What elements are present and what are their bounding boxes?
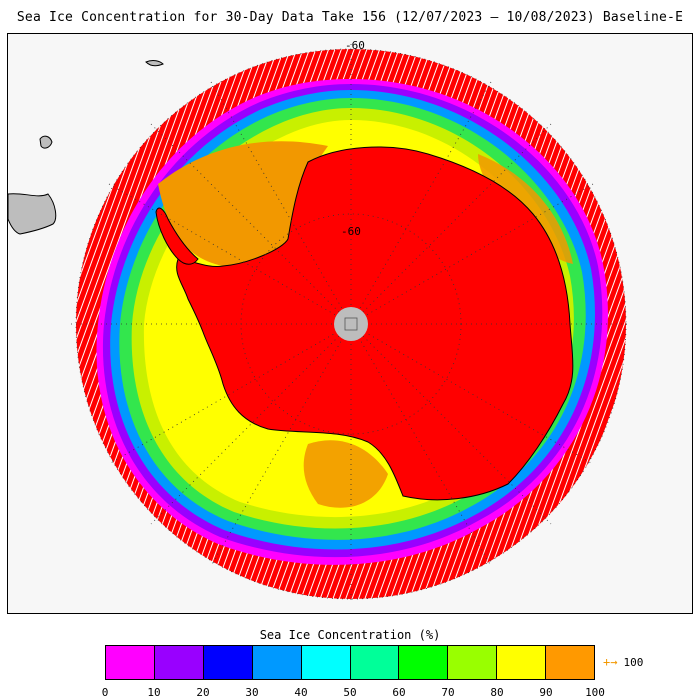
colorbar-bin [106,646,155,679]
colorbar-tick-label: 30 [245,686,259,699]
overflow-indicator: +→ 100 [603,655,643,669]
zone-orange-weddell [158,141,328,266]
colorbar [105,645,595,680]
colorbar-tick-label: 100 [585,686,605,699]
map-title: Sea Ice Concentration for 30-Day Data Ta… [16,10,684,25]
colorbar-tick-label: 90 [539,686,553,699]
colorbar-tick-label: 60 [392,686,406,699]
overflow-arrow-icon: +→ [603,655,618,669]
colorbar-tick-label: 80 [490,686,504,699]
colorbar-tick-label: 50 [343,686,357,699]
colorbar-tick-label: 40 [294,686,308,699]
pole-marker [344,317,358,331]
overflow-label: 100 [623,655,644,669]
polar-map: -60 -60 [8,39,631,604]
legend-title: Sea Ice Concentration (%) [259,628,441,642]
colorbar-tick-label: 20 [196,686,210,699]
colorbar-bin [546,646,595,679]
colorbar-bin [350,646,400,679]
colorbar-bin [301,646,351,679]
colorbar-tick-label: 0 [101,686,109,699]
map-panel: -60 -60 [7,33,693,614]
colorbar-bin [252,646,302,679]
colorbar-bin [203,646,253,679]
colorbar-bin [497,646,547,679]
colorbar-bin [154,646,204,679]
colorbar-bin [399,646,449,679]
antarctic-peninsula [155,207,199,265]
small-island [145,60,164,67]
falkland-islands [39,135,53,149]
lat-label-inner: -60 [341,225,361,238]
colorbar-tick-label: 10 [147,686,161,699]
zone-orange-ross [303,440,388,508]
south-america-land [8,193,57,235]
lat-label-outer: -60 [345,39,365,52]
colorbar-bin [448,646,498,679]
colorbar-tick-label: 70 [441,686,455,699]
pole-hole [334,307,368,341]
